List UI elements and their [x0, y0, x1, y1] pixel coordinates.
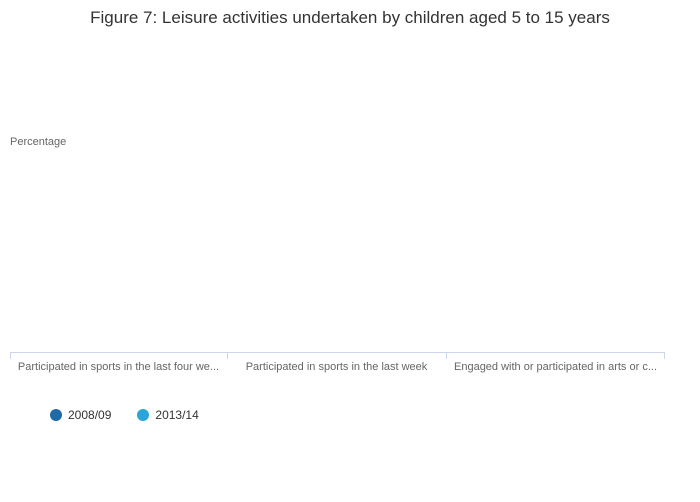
plot-area: [10, 152, 665, 352]
x-axis-label-sports-four-weeks: Participated in sports in the last four …: [17, 361, 220, 373]
legend-label: 2008/09: [68, 408, 112, 422]
x-axis-tick: [227, 353, 228, 359]
legend-label: 2013/14: [155, 408, 199, 422]
y-axis-title: Percentage: [10, 136, 67, 148]
x-axis-line: [10, 352, 665, 353]
chart-title: Figure 7: Leisure activities undertaken …: [90, 8, 610, 27]
legend-item-2008-09[interactable]: 2008/09: [50, 408, 111, 422]
legend: 2008/09 2013/14: [50, 408, 199, 422]
x-axis-label-arts-culture: Engaged with or participated in arts or …: [454, 361, 657, 373]
legend-item-2013-14[interactable]: 2013/14: [137, 408, 199, 422]
x-axis-tick: [10, 353, 11, 359]
x-axis-tick: [446, 353, 447, 359]
x-axis-tick: [664, 353, 665, 359]
legend-marker-icon: [50, 409, 62, 421]
legend-marker-icon: [137, 409, 150, 421]
x-axis-label-sports-last-week: Participated in sports in the last week: [245, 361, 428, 373]
